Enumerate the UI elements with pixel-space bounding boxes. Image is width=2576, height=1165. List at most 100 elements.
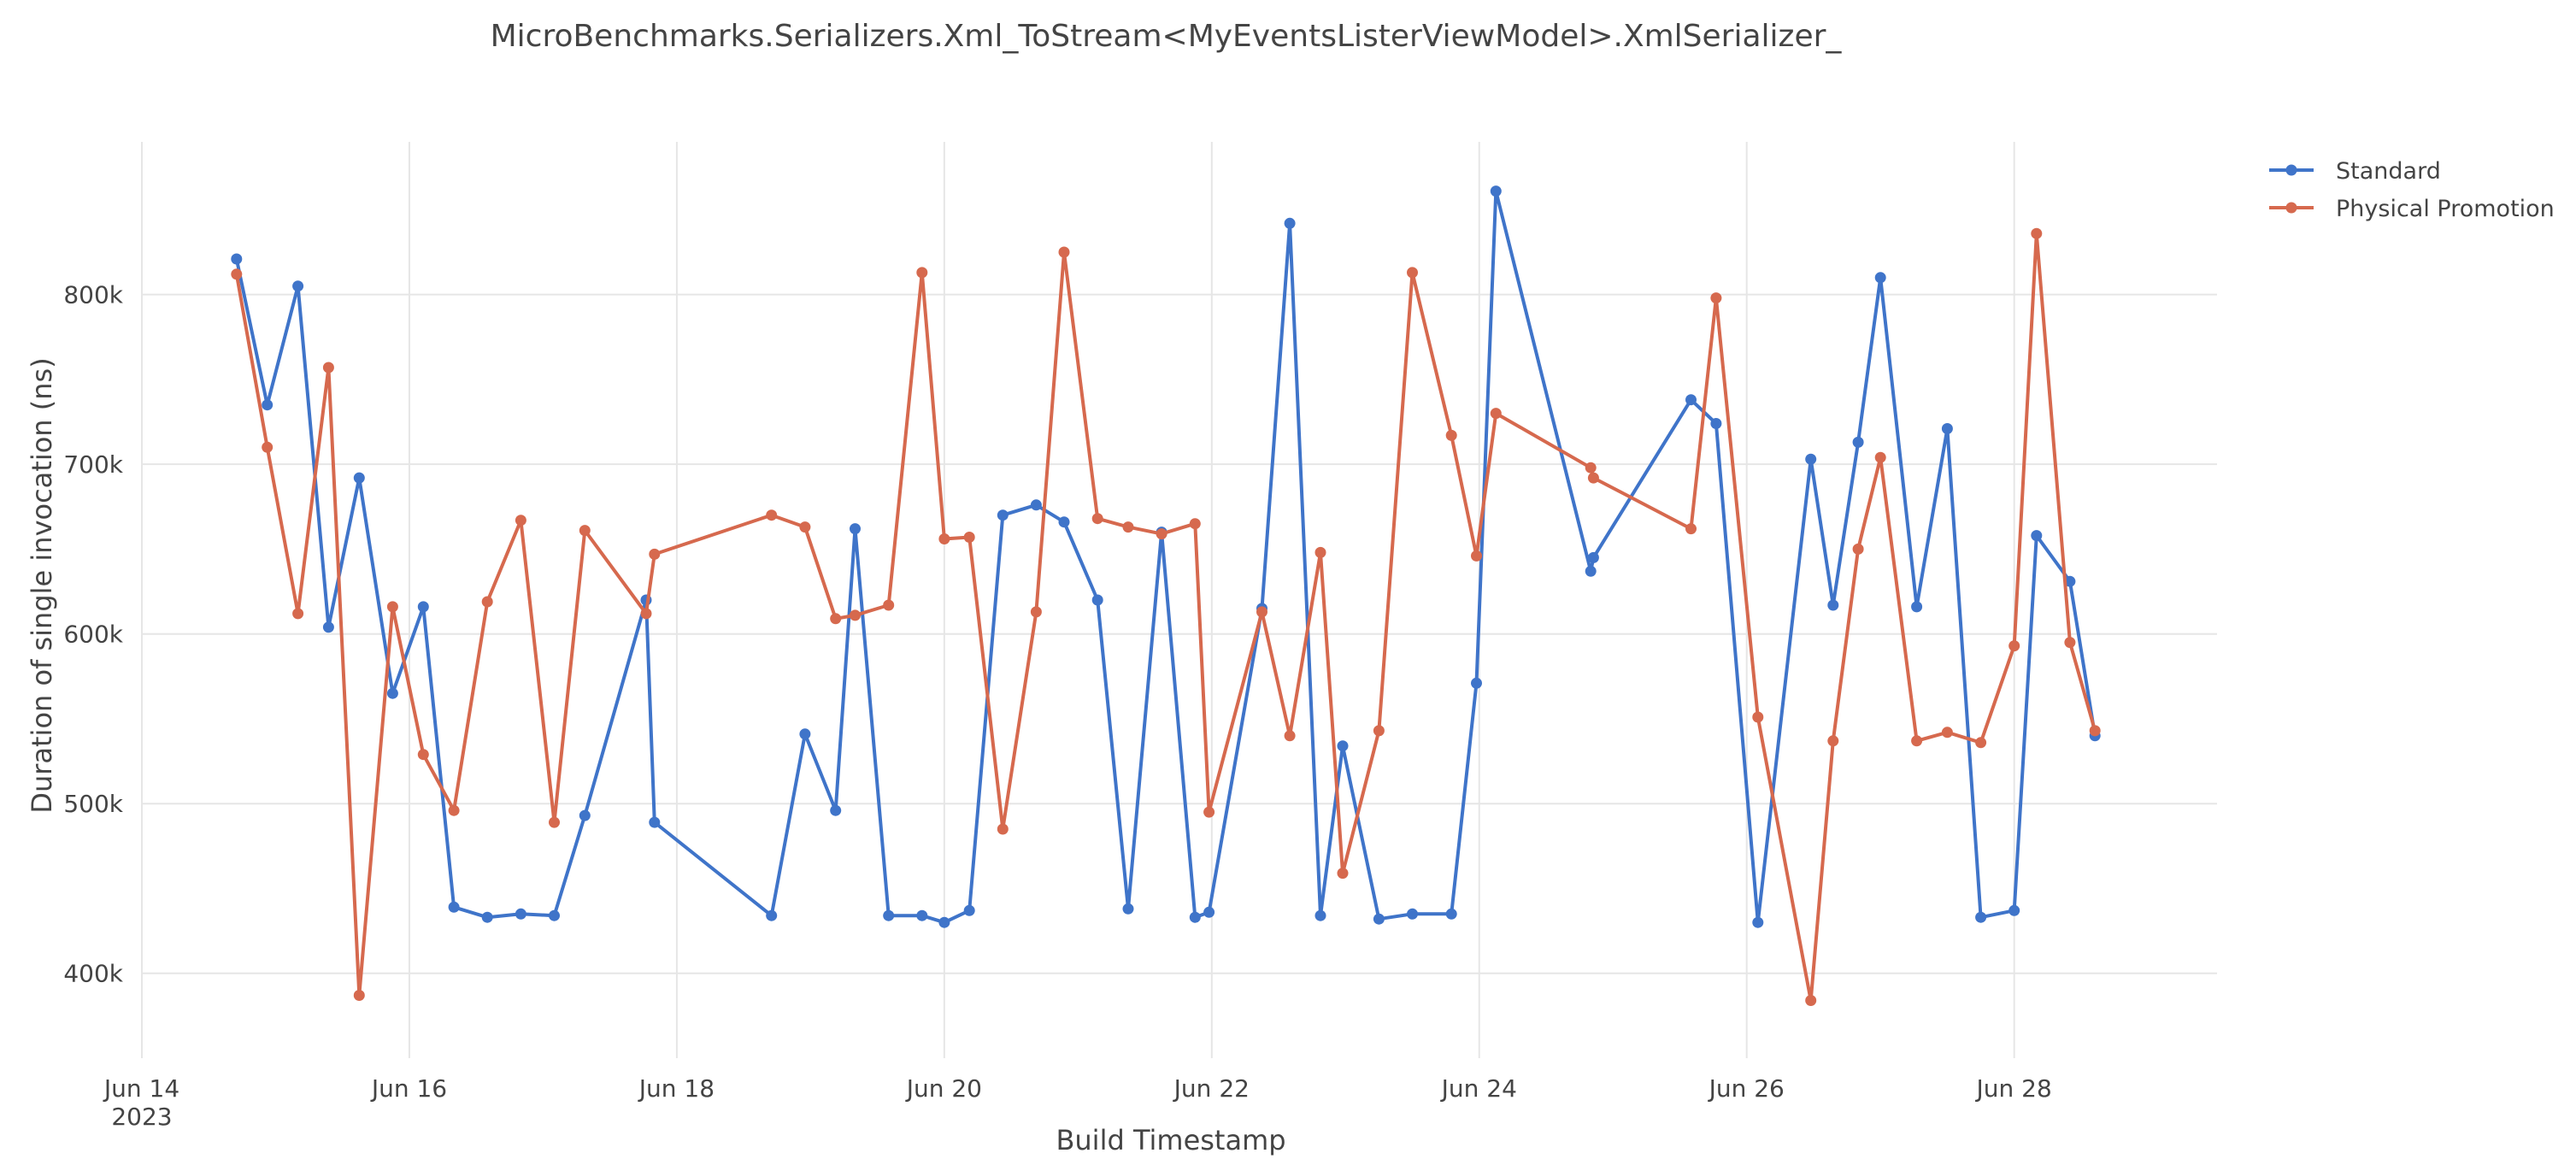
- data-point: [1852, 543, 1864, 555]
- data-point: [1122, 903, 1134, 915]
- data-point: [1585, 462, 1597, 474]
- legend-swatch-marker: [2285, 164, 2297, 176]
- data-point: [766, 909, 778, 921]
- data-point: [1805, 453, 1817, 465]
- data-point: [1975, 911, 1987, 923]
- data-point: [1373, 913, 1385, 925]
- x-tick-label: Jun 16: [370, 1074, 447, 1103]
- data-point: [649, 816, 661, 828]
- data-point: [1091, 513, 1103, 525]
- data-point: [1874, 272, 1886, 284]
- data-point: [1314, 546, 1326, 558]
- data-point: [417, 749, 429, 761]
- data-point: [766, 509, 778, 521]
- series-standard: [231, 185, 2101, 928]
- data-point: [1407, 267, 1418, 279]
- data-point: [1256, 606, 1267, 618]
- series-physical-promotion: [231, 227, 2101, 1006]
- data-point: [799, 728, 811, 740]
- data-point: [386, 687, 398, 699]
- x-tick-label: Jun 18: [638, 1074, 715, 1103]
- data-point: [2008, 640, 2020, 652]
- data-point: [1805, 995, 1817, 1006]
- data-point: [1189, 518, 1201, 530]
- x-tick-label: Jun 22: [1173, 1074, 1250, 1103]
- data-point: [963, 904, 975, 916]
- y-tick-label: 400k: [63, 960, 123, 988]
- data-point: [1284, 217, 1296, 229]
- data-point: [231, 253, 243, 265]
- series-line: [234, 189, 2097, 925]
- data-point: [997, 509, 1009, 521]
- data-point: [579, 525, 591, 537]
- data-point: [322, 362, 334, 374]
- legend[interactable]: Standard Physical Promotion: [2269, 158, 2555, 222]
- data-point: [549, 909, 560, 921]
- y-tick-label: 700k: [63, 450, 123, 479]
- data-point: [1030, 499, 1042, 511]
- x-tick-label: Jun 26: [1708, 1074, 1785, 1103]
- data-point: [1941, 423, 1953, 434]
- legend-item[interactable]: Physical Promotion: [2269, 196, 2555, 222]
- data-point: [1941, 727, 1953, 738]
- data-point: [649, 548, 661, 560]
- data-point: [1852, 436, 1864, 448]
- y-axis-ticks: 400k 500k 600k 700k 800k: [63, 281, 123, 988]
- data-point: [549, 816, 560, 828]
- data-point: [1587, 551, 1599, 563]
- data-point: [1471, 677, 1482, 689]
- data-point: [1585, 565, 1597, 577]
- data-point: [1911, 601, 1923, 613]
- data-point: [1373, 725, 1385, 737]
- y-tick-label: 500k: [63, 790, 123, 818]
- data-point: [292, 608, 304, 620]
- data-point: [938, 916, 950, 928]
- data-point: [1471, 550, 1482, 562]
- data-point: [799, 521, 811, 533]
- data-point: [1337, 740, 1349, 752]
- data-point: [1030, 606, 1042, 618]
- x-tick-label: Jun 28: [1975, 1074, 2052, 1103]
- data-point: [1122, 521, 1134, 533]
- data-point: [1490, 408, 1502, 420]
- data-point: [1710, 418, 1722, 429]
- data-point: [850, 609, 861, 621]
- data-point: [1827, 599, 1839, 611]
- data-point: [830, 613, 842, 625]
- data-point: [515, 515, 526, 527]
- data-point: [916, 909, 928, 921]
- data-point: [1752, 916, 1764, 928]
- legend-label: Standard: [2336, 158, 2441, 185]
- data-point: [448, 901, 460, 913]
- data-point: [1685, 523, 1697, 535]
- legend-item[interactable]: Standard: [2269, 158, 2441, 185]
- data-point: [1407, 908, 1418, 920]
- data-point: [262, 441, 273, 453]
- data-point: [1874, 451, 1886, 463]
- data-point: [938, 533, 950, 544]
- data-point: [353, 990, 365, 1001]
- data-point: [1710, 292, 1722, 304]
- data-point: [322, 621, 334, 633]
- data-point: [2031, 530, 2043, 542]
- plot-area: [231, 185, 2101, 1006]
- data-point: [515, 908, 526, 920]
- data-point: [1490, 185, 1502, 197]
- data-point: [481, 911, 493, 923]
- y-axis-label: Duration of single invocation (ns): [26, 357, 58, 813]
- y-tick-label: 600k: [63, 621, 123, 649]
- data-point: [883, 599, 895, 611]
- data-point: [1445, 908, 1457, 920]
- data-point: [1189, 911, 1201, 923]
- data-point: [292, 280, 304, 292]
- x-tick-label: Jun 14: [103, 1074, 179, 1103]
- data-point: [2008, 904, 2020, 916]
- data-point: [916, 267, 928, 279]
- data-point: [640, 608, 652, 620]
- data-point: [1827, 735, 1839, 747]
- x-tick-label: Jun 20: [905, 1074, 982, 1103]
- legend-swatch-marker: [2285, 202, 2297, 214]
- data-point: [1091, 594, 1103, 606]
- data-point: [883, 909, 895, 921]
